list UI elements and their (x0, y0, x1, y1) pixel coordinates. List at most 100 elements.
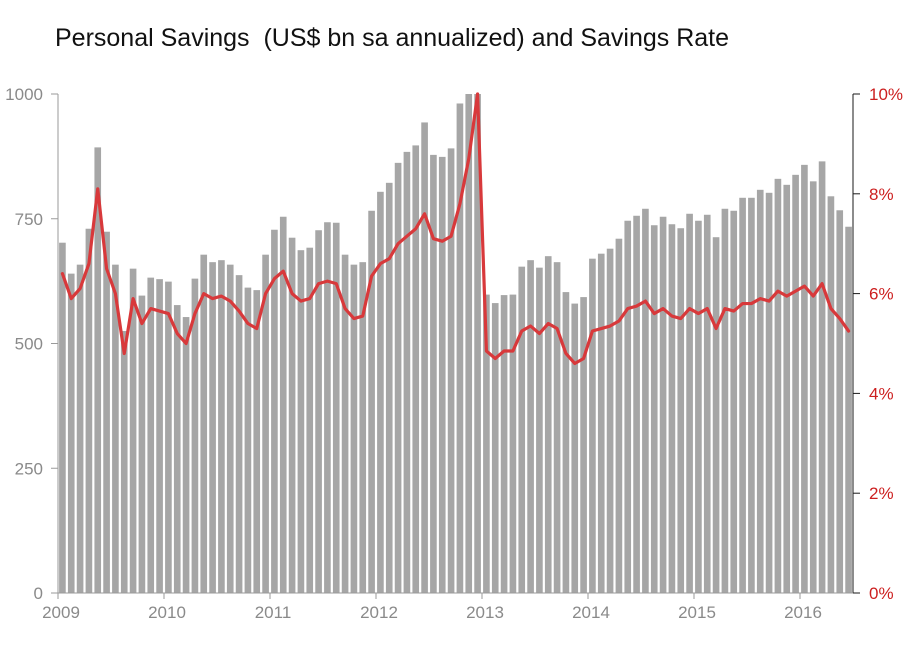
savings-rate-line (60, 92, 851, 366)
bar (235, 275, 243, 593)
bar (597, 253, 605, 593)
bar (200, 254, 208, 593)
bar (253, 290, 261, 593)
bar (756, 189, 764, 593)
bar (447, 148, 455, 593)
bar (703, 214, 711, 593)
right-tick-label: 2% (869, 484, 894, 503)
x-tick-label: 2013 (466, 603, 504, 622)
bar (809, 181, 817, 593)
bar (739, 197, 746, 594)
bar (792, 174, 799, 593)
bar (483, 294, 490, 593)
x-tick-label: 2011 (255, 603, 292, 622)
bar (59, 242, 66, 593)
x-tick-label: 2014 (572, 603, 610, 622)
bar (173, 305, 181, 593)
bar (138, 295, 146, 593)
axes-layer (51, 93, 860, 599)
left-tick-label: 250 (15, 459, 43, 478)
bar (129, 268, 137, 593)
x-tick-label: 2016 (784, 603, 822, 622)
bar (509, 294, 517, 593)
bar (279, 216, 287, 593)
bar (633, 215, 640, 593)
x-tick-label: 2015 (678, 603, 716, 622)
bar (394, 162, 402, 594)
bar (527, 260, 534, 593)
bar (368, 210, 375, 593)
bar (695, 220, 702, 593)
bar (730, 210, 738, 593)
bar (748, 197, 755, 594)
bar (553, 262, 561, 593)
left-tick-label: 1000 (5, 85, 43, 104)
bar (465, 94, 473, 593)
bar (271, 229, 278, 594)
bar (562, 292, 570, 593)
bar (377, 191, 384, 594)
bars-layer (59, 94, 852, 594)
bar (430, 154, 437, 593)
bar (412, 145, 420, 593)
bar (818, 161, 826, 593)
bar (712, 237, 720, 593)
bar (191, 278, 199, 593)
bar (491, 303, 499, 593)
bar (262, 254, 269, 593)
bar (120, 331, 128, 593)
bar (827, 196, 835, 594)
bar (156, 279, 163, 593)
bar (112, 264, 119, 593)
left-tick-label: 0 (34, 584, 43, 603)
left-tick-label: 500 (15, 335, 43, 354)
bar (518, 266, 526, 593)
x-tick-label: 2012 (360, 603, 398, 622)
bar (650, 225, 658, 594)
bar (580, 297, 587, 593)
bar (76, 264, 84, 593)
bar (103, 231, 110, 593)
bar (801, 164, 808, 594)
bar (438, 156, 446, 593)
right-tick-label: 0% (869, 584, 894, 603)
bar (297, 250, 305, 593)
bar (226, 264, 234, 593)
bar (385, 182, 393, 593)
bar (341, 254, 349, 593)
x-tick-label: 2009 (42, 603, 80, 622)
bar (67, 273, 75, 593)
bar (721, 208, 729, 593)
bar (165, 281, 172, 593)
bar (659, 216, 667, 593)
bar (350, 264, 358, 593)
line-layer (60, 92, 851, 366)
left-tick-label: 750 (15, 210, 43, 229)
bar (403, 151, 411, 593)
bar (571, 303, 579, 593)
bar (774, 178, 782, 593)
right-tick-label: 10% (869, 85, 903, 104)
bar (218, 260, 225, 593)
bar (836, 210, 844, 593)
bar (474, 94, 481, 593)
bar (359, 262, 367, 593)
bar (642, 208, 649, 593)
bar (85, 228, 93, 594)
right-tick-label: 8% (869, 185, 894, 204)
bar (615, 238, 623, 593)
x-tick-label: 2010 (148, 603, 186, 622)
bar (315, 230, 322, 594)
bar (456, 103, 464, 593)
bar (332, 222, 340, 594)
bar (606, 248, 614, 593)
bar (182, 317, 190, 593)
bar (500, 295, 508, 593)
bar (783, 184, 791, 593)
labels-layer: 0 250 500 750 1000 0% 2% 4% 6% 8% 10% 2009 2010 2011 2… (5, 85, 903, 622)
bar (288, 237, 296, 593)
bar (147, 277, 155, 593)
bar (94, 147, 102, 593)
bar (686, 213, 693, 593)
